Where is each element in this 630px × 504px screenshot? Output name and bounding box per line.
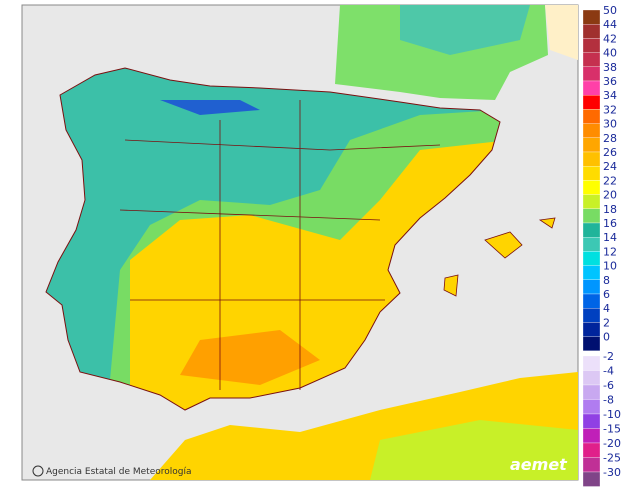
legend-swatch <box>582 180 601 195</box>
legend-label: 20 <box>603 189 617 202</box>
legend-swatch <box>582 413 601 429</box>
legend-swatch <box>582 279 601 295</box>
legend-swatch <box>582 370 601 386</box>
legend-swatch <box>582 442 601 458</box>
credit: Agencia Estatal de Meteorología <box>46 467 192 477</box>
legend-label: 44 <box>603 18 617 31</box>
zone-hot <box>180 330 320 385</box>
legend-swatch <box>582 457 601 473</box>
africa-mild <box>370 420 578 480</box>
legend-swatch <box>582 336 601 351</box>
legend-label: 14 <box>603 231 617 244</box>
legend-label: 2 <box>603 316 610 329</box>
coastline <box>45 67 501 411</box>
legend-label: -30 <box>603 466 621 479</box>
legend-label: 42 <box>603 32 617 45</box>
legend-swatch <box>582 123 601 138</box>
legend-swatch <box>582 137 601 153</box>
legend-label: 38 <box>603 61 617 74</box>
legend-swatch <box>582 151 601 167</box>
zone-cold <box>160 100 260 115</box>
legend-label: 0 <box>603 331 610 344</box>
legend-label: -8 <box>603 394 614 407</box>
map <box>45 5 578 480</box>
legend-label: -20 <box>603 437 621 450</box>
legend-swatch <box>582 52 601 67</box>
legend-swatch <box>582 251 601 266</box>
legend-label: 28 <box>603 132 617 145</box>
legend-label: 10 <box>603 260 617 273</box>
legend-swatch <box>582 208 601 224</box>
legend-label: 18 <box>603 203 617 216</box>
legend-label: 16 <box>603 217 617 230</box>
borders <box>119 100 441 390</box>
legend-label: 22 <box>603 174 617 187</box>
legend-label: 4 <box>603 302 610 315</box>
legend-swatch <box>582 194 601 209</box>
zone-cool <box>46 68 500 380</box>
legend-swatch <box>582 428 601 444</box>
legend-label: -25 <box>603 452 621 465</box>
legend-swatch <box>582 109 601 124</box>
legend-swatch <box>582 9 601 25</box>
legend-swatch <box>582 399 601 415</box>
credit-icon <box>32 465 44 477</box>
legend-label: -10 <box>603 408 621 421</box>
legend-label: 32 <box>603 103 617 116</box>
legend-label: 34 <box>603 89 617 102</box>
legend-swatch <box>582 38 601 53</box>
legend-swatch <box>582 471 601 487</box>
legend-swatch <box>582 384 601 400</box>
legend: 5044424038363432302826242220181614121086… <box>582 4 621 487</box>
legend-label: 36 <box>603 75 617 88</box>
legend-label: 30 <box>603 118 617 131</box>
legend-swatch <box>582 237 601 252</box>
legend-label: -15 <box>603 423 621 436</box>
legend-swatch <box>582 95 601 110</box>
corner <box>545 5 578 60</box>
legend-label: -2 <box>603 350 614 363</box>
legend-swatch <box>582 308 601 323</box>
legend-swatch <box>582 80 601 96</box>
legend-label: 50 <box>603 4 617 17</box>
legend-label: 6 <box>603 288 610 301</box>
legend-label: -6 <box>603 379 614 392</box>
legend-swatch <box>582 24 601 39</box>
legend-swatch <box>582 293 601 309</box>
legend-label: 8 <box>603 274 610 287</box>
legend-swatch <box>582 322 601 337</box>
legend-swatch <box>582 265 601 280</box>
legend-swatch <box>582 222 601 238</box>
legend-swatch <box>582 355 601 371</box>
balearics <box>443 217 556 297</box>
logo: aemet <box>510 455 568 474</box>
legend-swatch <box>582 66 601 82</box>
legend-label: 24 <box>603 160 617 173</box>
france-alps <box>400 5 530 55</box>
legend-label: 40 <box>603 47 617 60</box>
legend-label: 12 <box>603 245 617 258</box>
legend-label: 26 <box>603 146 617 159</box>
legend-swatch <box>582 166 601 181</box>
legend-label: -4 <box>603 365 614 378</box>
